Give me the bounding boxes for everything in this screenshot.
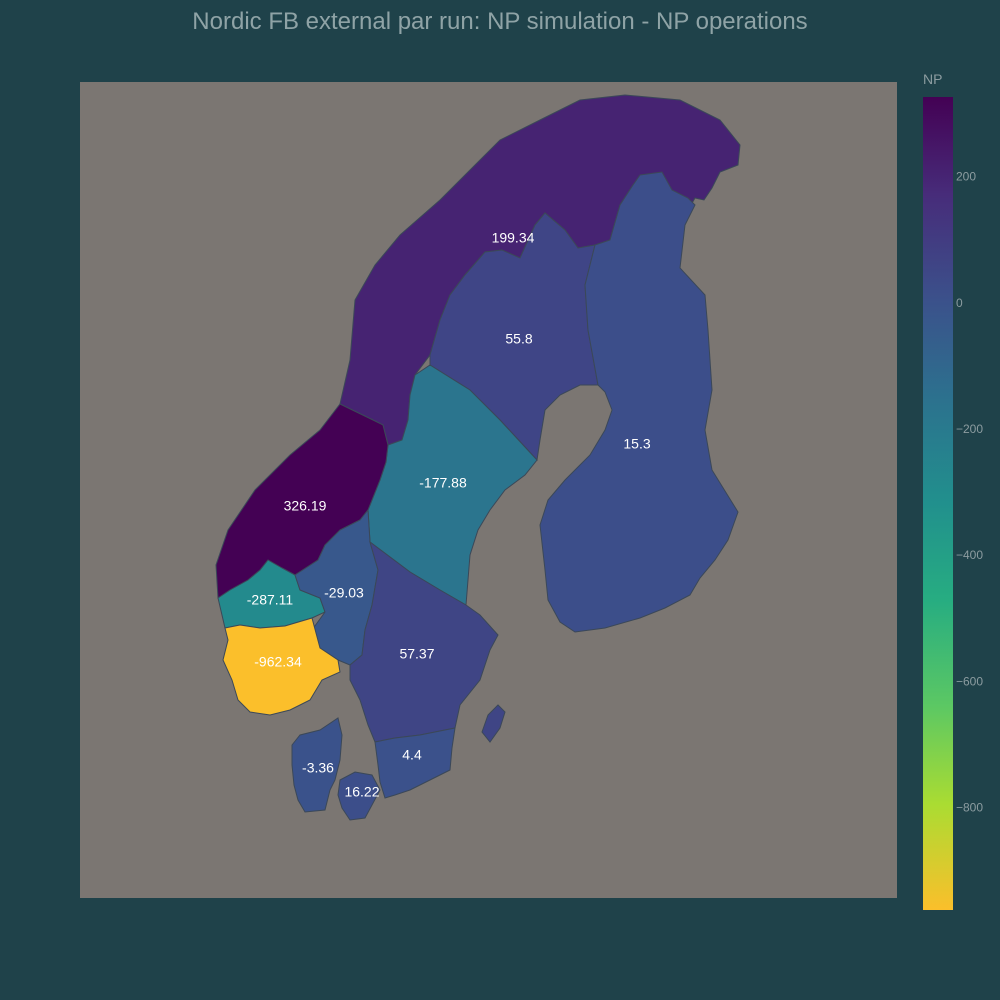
colorbar-tick-label: −400 [956, 548, 983, 562]
region-label-DK1: -3.36 [302, 760, 334, 776]
region-label-NO3: 326.19 [284, 498, 327, 514]
region-DK2[interactable] [337, 771, 381, 821]
colorbar: NP 200 0 −200 −400 −600 −800 [923, 71, 983, 910]
region-labels: 199.34 55.8 15.3 -177.88 326.19 -287.11 -29.03… [247, 230, 651, 800]
region-SE1[interactable] [429, 212, 599, 462]
region-label-NO5: -287.11 [247, 592, 294, 608]
map-regions [215, 94, 741, 821]
region-DK1[interactable] [291, 717, 343, 813]
region-label-FI: 15.3 [623, 436, 650, 452]
colorbar-ticks: 200 0 −200 −400 −600 −800 [956, 170, 983, 815]
colorbar-tick-label: 200 [956, 170, 976, 184]
region-label-NO4: 199.34 [492, 230, 535, 246]
region-label-SE3: 57.37 [399, 646, 434, 662]
region-NO2[interactable] [222, 617, 341, 716]
colorbar-tick-label: −600 [956, 674, 983, 688]
colorbar-scale [923, 97, 953, 910]
colorbar-tick-label: −800 [956, 801, 983, 815]
region-SE4[interactable] [374, 727, 456, 799]
colorbar-title: NP [923, 71, 942, 87]
region-label-NO1: -29.03 [324, 585, 364, 601]
region-label-NO2: -962.34 [254, 654, 302, 670]
colorbar-tick-label: −200 [956, 422, 983, 436]
region-label-SE4: 4.4 [402, 747, 422, 763]
region-FI[interactable] [539, 171, 739, 633]
region-label-DK2: 16.22 [344, 784, 379, 800]
region-label-SE1: 55.8 [505, 331, 532, 347]
region-label-SE2: -177.88 [419, 475, 467, 491]
chart-title: Nordic FB external par run: NP simulatio… [192, 8, 808, 35]
region-SE3-gotland[interactable] [481, 704, 506, 743]
colorbar-tick-label: 0 [956, 296, 963, 310]
